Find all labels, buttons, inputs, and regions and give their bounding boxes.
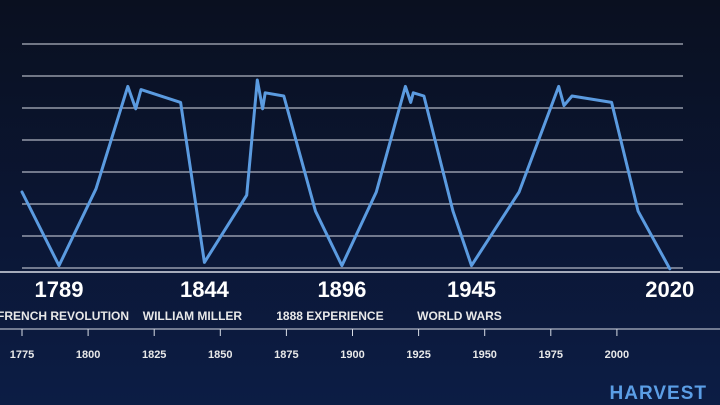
x-tick-label: 1950 — [472, 349, 496, 361]
year-label: 1844 — [180, 277, 230, 302]
x-tick-label: 1875 — [274, 349, 298, 361]
x-tick-label: 1850 — [208, 349, 232, 361]
x-tick-label: 1975 — [539, 349, 563, 361]
event-labels: FRENCH REVOLUTION WILLIAM MILLER 1888 EXPE… — [0, 309, 502, 323]
chart-grid — [22, 43, 683, 269]
brand-logo: HARVEST — [610, 383, 707, 404]
year-label: 2020 — [645, 277, 694, 302]
event-label: 1888 EXPERIENCE — [276, 309, 383, 323]
x-tick-label: 1775 — [10, 349, 34, 361]
series-line — [20, 78, 672, 271]
event-label: WILLIAM MILLER — [143, 309, 243, 323]
year-label: 1896 — [317, 277, 366, 302]
x-tick-label: 2000 — [605, 349, 629, 361]
x-tick-label: 1800 — [76, 349, 100, 361]
event-label: WORLD WARS — [417, 309, 502, 323]
x-tick-labels: 1775 1800 1825 1850 1875 1900 1925 1950 1975 2000 — [10, 349, 629, 361]
x-tick-label: 1900 — [340, 349, 364, 361]
event-label: FRENCH REVOLUTION — [0, 309, 129, 323]
x-tick-label: 1925 — [406, 349, 430, 361]
year-label: 1945 — [447, 277, 496, 302]
year-labels: 1789 1844 1896 1945 2020 — [35, 277, 695, 302]
year-label: 1789 — [35, 277, 84, 302]
x-tick-marks — [21, 329, 618, 336]
x-tick-label: 1825 — [142, 349, 166, 361]
